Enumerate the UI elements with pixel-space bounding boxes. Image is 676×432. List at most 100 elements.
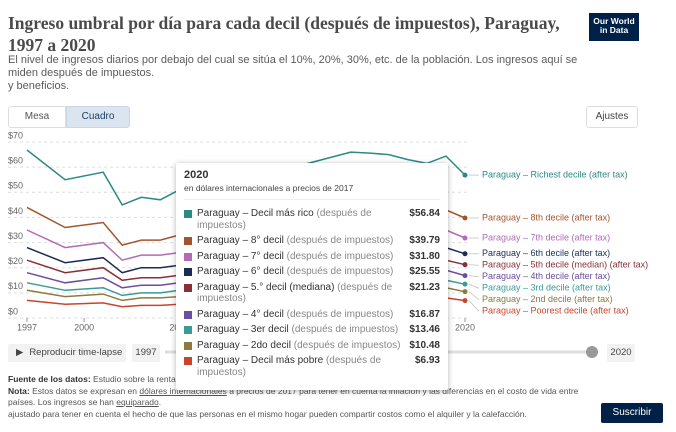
tooltip: 2020 en dólares internacionales a precio… [176,163,448,390]
end-point [462,172,468,178]
tooltip-subtitle: en dólares internacionales a precios de … [184,183,440,200]
end-point [462,262,468,268]
play-button[interactable]: ▶ Reproducir time-lapse [8,344,126,362]
tooltip-name: Paraguay – Decil más rico [197,208,314,219]
series-label: Paraguay – 4th decile (after tax) [482,271,610,281]
tooltip-name-block: Paraguay – 5.° decil (mediana) (después … [197,282,402,305]
timeline-end: 2020 [607,344,635,362]
x-tick-label: 2020 [455,322,475,332]
tooltip-name: Paraguay – 3er decil [197,324,289,335]
subtitle: El nivel de ingresos diarios por debajo … [8,54,578,79]
tooltip-swatch [184,237,192,245]
timeline-handle[interactable] [586,346,598,358]
tooltip-row: Paraguay – 7° decil (después de impuesto… [184,251,440,263]
x-tick-label: 1997 [17,322,37,332]
x-tick-label: 2000 [74,322,94,332]
note-line: ajustado para tener en cuenta el hecho d… [8,409,527,419]
tooltip-value: $10.48 [409,339,440,351]
tooltip-qualifier: (después de impuestos) [286,308,394,320]
tab-chart[interactable]: Cuadro [66,106,130,128]
tooltip-value: $31.80 [409,250,440,262]
tooltip-name: Paraguay – 8° decil [197,235,284,246]
source-label: Fuente de los datos: [8,374,91,384]
tooltip-swatch [184,310,192,319]
series-label: Paraguay – 2nd decile (after tax) [482,294,613,304]
y-tick-label: $50 [8,181,23,191]
tooltip-name-block: Paraguay – 2do decil (después de impuest… [197,340,402,352]
note-link[interactable]: dólares internacionales [139,386,227,396]
label-connector [468,264,480,266]
tooltip-title: 2020 [184,169,209,181]
label-connector [468,275,480,278]
tooltip-name: Paraguay – Decil más pobre [197,355,324,366]
tooltip-qualifier: (después de impuestos) [286,250,394,262]
tooltip-swatch [184,283,192,292]
tooltip-name: Paraguay – 6° decil [197,266,284,277]
tooltip-name: Paraguay – 4° decil [197,308,284,320]
tab-table[interactable]: Mesa [8,106,66,128]
label-connector [468,283,480,289]
tooltip-name-block: Paraguay – 4° decil (después de impuesto… [197,309,402,321]
y-tick-label: $30 [8,231,23,241]
series-label: Paraguay – 5th decile (median) (after ta… [482,260,648,270]
tooltip-qualifier: (después de impuestos) [197,281,393,305]
tooltip-row: Paraguay – 3er decil (después de impuest… [184,324,440,336]
tooltip-value: $13.46 [409,324,440,335]
logo[interactable]: Our World in Data [589,13,639,41]
tooltip-row: Paraguay – 4° decil (después de impuesto… [184,309,440,321]
tooltip-row: Paraguay – Decil más pobre (después de i… [184,355,440,378]
tooltip-qualifier: (después de impuestos) [291,324,399,335]
tooltip-name-block: Paraguay – 6° decil (después de impuesto… [197,266,402,278]
y-tick-label: $10 [8,281,23,291]
tooltip-name-block: Paraguay – 3er decil (después de impuest… [197,324,402,336]
series-label: Paraguay – 7th decile (after tax) [482,232,610,242]
tooltip-name-block: Paraguay – Decil más pobre (después de i… [197,355,402,378]
series-label: Paraguay – Richest decile (after tax) [482,169,628,179]
end-point [462,251,468,257]
note-label: Nota: [8,386,30,396]
tooltip-value: $16.87 [409,308,440,320]
y-tick-label: $70 [8,130,23,140]
tooltip-name: Paraguay – 7° decil [197,250,284,262]
series-label: Paraguay – 6th decile (after tax) [482,248,610,258]
series-label: Paraguay – 3rd decile (after tax) [482,283,611,293]
tooltip-value: $39.79 [409,235,440,246]
end-point [462,273,468,279]
source: Fuente de los datos: Estudio sobre la re… [8,374,176,385]
tooltip-qualifier: (después de impuestos) [197,208,372,231]
tooltip-value: $25.55 [409,266,440,277]
subscribe-button[interactable]: Suscribir [601,403,663,423]
tooltip-row: Paraguay – Decil más rico (después de im… [184,208,440,231]
tooltip-swatch [184,252,192,261]
label-connector [468,291,480,301]
note-text: a precios de 2017 para tener en cuenta l… [8,386,579,407]
play-label: Reproducir time-lapse [29,347,123,358]
tooltip-qualifier: (después de impuestos) [293,339,401,351]
label-connector [468,300,480,312]
y-tick-label: $0 [8,306,18,316]
end-point [462,281,468,287]
tooltip-row: Paraguay – 6° decil (después de impuesto… [184,266,440,278]
tooltip-swatch [184,357,192,365]
tooltip-name-block: Paraguay – 8° decil (después de impuesto… [197,235,402,247]
tooltip-swatch [184,268,192,276]
tooltip-row: Paraguay – 5.° decil (mediana) (después … [184,282,440,305]
subtitle: y beneficios. [8,80,70,92]
tooltip-name-block: Paraguay – 7° decil (después de impuesto… [197,251,402,263]
end-point [462,235,468,241]
end-point [462,215,468,221]
title: Ingreso umbral por día para cada decil (… [8,13,560,55]
y-tick-label: $20 [8,256,23,266]
tooltip-qualifier: (después de impuestos) [286,266,394,277]
settings-button[interactable]: Ajustes [586,106,638,128]
tooltip-name: Paraguay – 2do decil [197,339,291,351]
source-text: Estudio sobre la renta [93,374,176,384]
play-icon: ▶ [16,347,24,358]
tooltip-value: $56.84 [409,208,440,219]
y-tick-label: $40 [8,206,23,216]
note-link[interactable]: equiparado [116,397,159,407]
tooltip-qualifier: (después de impuestos) [286,235,394,246]
tooltip-row: Paraguay – 8° decil (después de impuesto… [184,235,440,247]
tooltip-name: Paraguay – 5.° decil (mediana) [197,281,335,293]
